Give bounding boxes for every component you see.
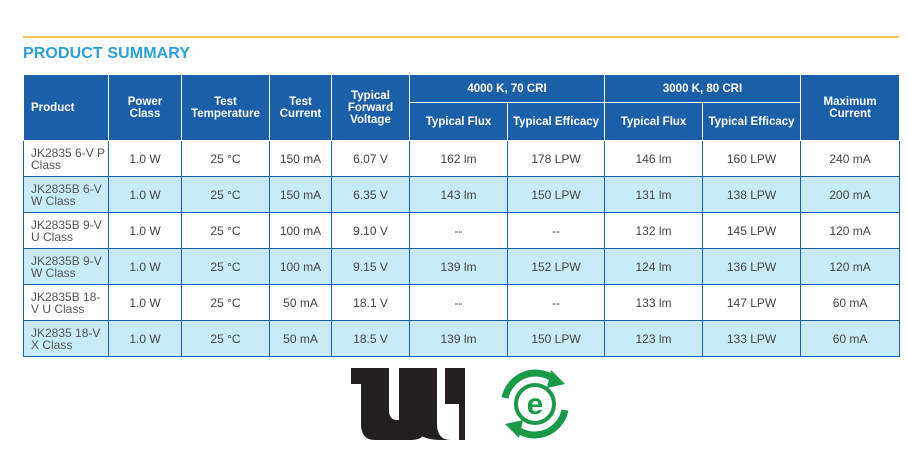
cell-flux-3000k: 131 lm [604,176,704,213]
cell-efficacy-4000k: 150 LPW [506,176,606,213]
header-row-1: Product Power Class Test Temperature Tes… [23,74,901,141]
header-typical-flux-3000k: Typical Flux [604,102,704,141]
cell-efficacy-3000k: 147 LPW [702,284,802,321]
cell-product: JK2835B 9-V U Class [23,212,109,249]
cell-efficacy-3000k: 133 LPW [702,320,802,357]
cell-power-class: 1.0 W [108,212,182,249]
cell-efficacy-4000k: 152 LPW [506,248,606,285]
top-divider [23,36,899,38]
table-row: JK2835B 9-V U Class 1.0 W 25 °C 100 mA 9… [23,212,901,249]
cell-test-temperature: 25 °C [181,284,270,321]
header-typical-efficacy-4000k: Typical Efficacy [506,102,606,141]
eco-e-recycle-icon: e [501,369,569,439]
cell-efficacy-3000k: 145 LPW [702,212,802,249]
header-test-current: Test Current [269,74,332,141]
cell-maximum-current: 200 mA [800,176,901,213]
cell-power-class: 1.0 W [108,176,182,213]
cell-power-class: 1.0 W [108,140,182,177]
cell-test-current: 100 mA [269,248,332,285]
product-summary-table: Product Power Class Test Temperature Tes… [23,74,901,357]
cell-flux-3000k: 146 lm [604,140,704,177]
cell-efficacy-3000k: 160 LPW [702,140,802,177]
cell-forward-voltage: 18.5 V [331,320,410,357]
cell-test-temperature: 25 °C [181,176,270,213]
cell-test-current: 150 mA [269,140,332,177]
header-power-class: Power Class [108,74,182,141]
cell-flux-4000k: -- [409,284,508,321]
header-product: Product [23,74,109,141]
cell-flux-4000k: 139 lm [409,320,508,357]
cell-flux-3000k: 123 lm [604,320,704,357]
cell-power-class: 1.0 W [108,248,182,285]
cell-flux-4000k: 162 lm [409,140,508,177]
registered-mark: ® [455,371,461,380]
table-row: JK2835B 6-V W Class 1.0 W 25 °C 150 mA 6… [23,176,901,213]
cell-test-temperature: 25 °C [181,140,270,177]
cell-test-temperature: 25 °C [181,212,270,249]
header-maximum-current: Maximum Current [800,74,901,141]
cell-efficacy-4000k: -- [506,212,606,249]
ul-recognized-icon: ® [351,368,465,440]
header-typical-efficacy-3000k: Typical Efficacy [702,102,802,141]
cell-flux-3000k: 133 lm [604,284,704,321]
cell-forward-voltage: 6.35 V [331,176,410,213]
cell-maximum-current: 120 mA [800,212,901,249]
table-row: JK2835 18-V X Class 1.0 W 25 °C 50 mA 18… [23,320,901,357]
cell-test-temperature: 25 °C [181,248,270,285]
cell-efficacy-3000k: 138 LPW [702,176,802,213]
header-group-3000k: 3000 K, 80 CRI [604,74,802,103]
cell-power-class: 1.0 W [108,320,182,357]
cell-forward-voltage: 18.1 V [331,284,410,321]
cell-test-current: 150 mA [269,176,332,213]
cell-efficacy-4000k: 178 LPW [506,140,606,177]
cell-product: JK2835B 18-V U Class [23,284,109,321]
cell-power-class: 1.0 W [108,284,182,321]
cell-flux-4000k: 143 lm [409,176,508,213]
cell-efficacy-3000k: 136 LPW [702,248,802,285]
cell-product: JK2835 6-V P Class [23,140,109,177]
header-row-2: Typical Flux Typical Efficacy Typical Fl… [24,102,900,141]
table-row: JK2835B 18-V U Class 1.0 W 25 °C 50 mA 1… [23,284,901,321]
cell-efficacy-4000k: -- [506,284,606,321]
cell-flux-4000k: 139 lm [409,248,508,285]
cell-forward-voltage: 6.07 V [331,140,410,177]
cell-maximum-current: 120 mA [800,248,901,285]
cell-maximum-current: 240 mA [800,140,901,177]
cell-test-current: 100 mA [269,212,332,249]
cell-forward-voltage: 9.15 V [331,248,410,285]
cell-product: JK2835 18-V X Class [23,320,109,357]
cell-efficacy-4000k: 150 LPW [506,320,606,357]
cell-flux-3000k: 132 lm [604,212,704,249]
eco-letter: e [527,388,544,421]
header-test-temperature: Test Temperature [181,74,270,141]
cell-maximum-current: 60 mA [800,320,901,357]
header-group-4000k: 4000 K, 70 CRI [408,74,606,103]
cell-test-temperature: 25 °C [181,320,270,357]
cell-flux-3000k: 124 lm [604,248,704,285]
cell-flux-4000k: -- [409,212,508,249]
certification-logos: ® e [345,364,585,444]
cell-test-current: 50 mA [269,284,332,321]
cell-product: JK2835B 6-V W Class [23,176,109,213]
cell-product: JK2835B 9-V W Class [23,248,109,285]
header-typical-forward-voltage: Typical Forward Voltage [331,74,410,141]
section-title: PRODUCT SUMMARY [23,45,191,62]
cell-maximum-current: 60 mA [800,284,901,321]
table-row: JK2835B 9-V W Class 1.0 W 25 °C 100 mA 9… [23,248,901,285]
cell-forward-voltage: 9.10 V [331,212,410,249]
header-typical-flux-4000k: Typical Flux [409,102,508,141]
table-row: JK2835 6-V P Class 1.0 W 25 °C 150 mA 6.… [23,140,901,177]
cell-test-current: 50 mA [269,320,332,357]
